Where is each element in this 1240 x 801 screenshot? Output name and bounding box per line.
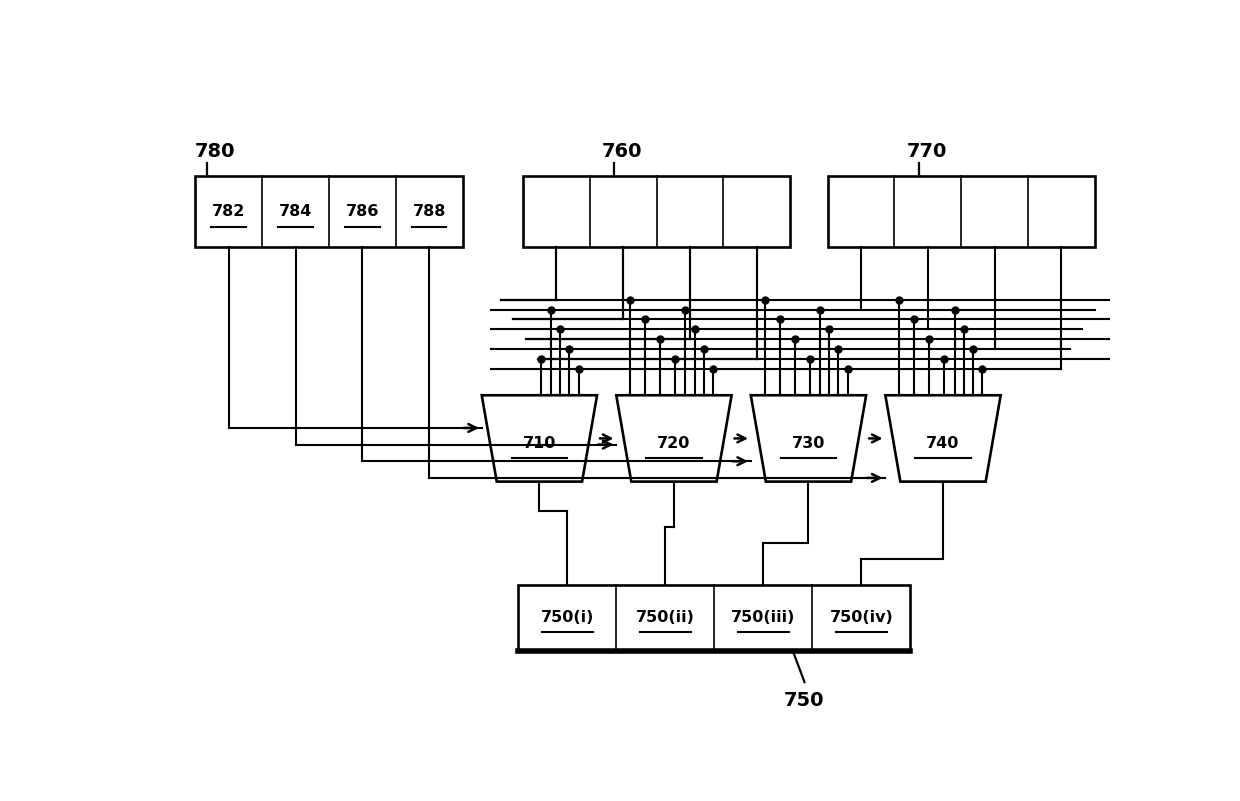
Bar [518, 585, 910, 651]
Polygon shape [885, 395, 1001, 481]
Polygon shape [751, 395, 866, 481]
Text: 784: 784 [279, 204, 312, 219]
Bar [196, 176, 463, 248]
Bar [828, 176, 1095, 248]
Text: 750(iv): 750(iv) [830, 610, 893, 626]
Text: 740: 740 [926, 436, 960, 451]
Text: 750: 750 [784, 691, 825, 710]
Text: 750(iii): 750(iii) [732, 610, 796, 626]
Text: 720: 720 [657, 436, 691, 451]
Text: 780: 780 [195, 142, 234, 161]
Polygon shape [616, 395, 732, 481]
Text: 710: 710 [523, 436, 556, 451]
Text: 786: 786 [346, 204, 379, 219]
Text: 760: 760 [601, 142, 642, 161]
Text: 730: 730 [792, 436, 825, 451]
Text: 750(i): 750(i) [541, 610, 594, 626]
Text: 782: 782 [212, 204, 246, 219]
Text: 788: 788 [413, 204, 446, 219]
Bar [523, 176, 790, 248]
Text: 770: 770 [906, 142, 947, 161]
Polygon shape [481, 395, 596, 481]
Text: 750(ii): 750(ii) [636, 610, 694, 626]
